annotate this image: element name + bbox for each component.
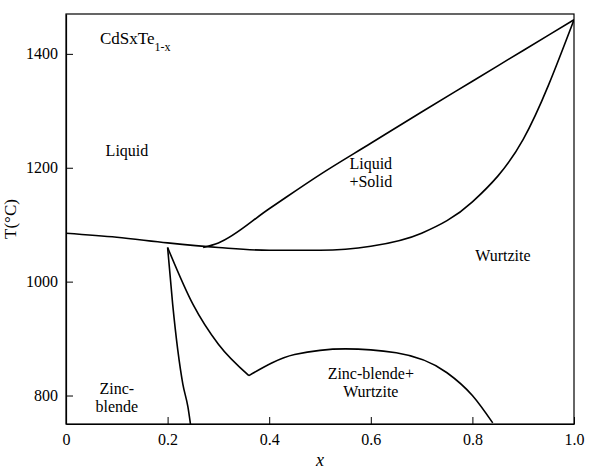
plot-frame xyxy=(66,14,574,424)
curves xyxy=(66,20,574,424)
phase-boundary xyxy=(203,20,574,248)
region-label: Liquid xyxy=(106,142,149,160)
y-tick: 1400 xyxy=(26,45,73,62)
x-tick-mark xyxy=(574,417,575,424)
x-tick-mark xyxy=(371,417,372,424)
x-tick-mark xyxy=(472,417,473,424)
plot: 0 0.2 0.4 0.6 0.8 1.0 800 1000 1200 1400 x CdSxTe1-… xyxy=(26,14,585,470)
x-axis: 0 0.2 0.4 0.6 0.8 1.0 xyxy=(63,417,585,448)
x-tick-label: 0 xyxy=(63,431,71,448)
y-axis: 800 1000 1200 1400 xyxy=(26,15,73,425)
y-tick-label: 1000 xyxy=(26,273,58,290)
x-tick-label: 1.0 xyxy=(565,431,585,448)
x-tick: 0.4 xyxy=(260,417,280,448)
region-label: Liquid+Solid xyxy=(349,155,392,190)
x-tick-mark xyxy=(168,417,169,424)
y-tick-mark xyxy=(66,396,73,397)
y-axis-line xyxy=(66,15,67,425)
y-tick-mark xyxy=(66,282,73,283)
y-tick-label: 1200 xyxy=(26,159,58,176)
y-axis-title: T(°C) xyxy=(1,199,20,239)
region-label: Zinc-blende+Wurtzite xyxy=(328,365,414,400)
x-tick-label: 0.6 xyxy=(361,431,381,448)
y-tick: 1000 xyxy=(26,273,73,290)
y-tick-mark xyxy=(66,54,73,55)
y-tick-label: 800 xyxy=(34,387,58,404)
x-tick: 0.2 xyxy=(158,417,178,448)
chart-title: CdSxTe1-x xyxy=(100,29,171,54)
x-tick-mark xyxy=(269,417,270,424)
x-tick: 0.6 xyxy=(361,417,381,448)
y-tick: 1200 xyxy=(26,159,73,176)
x-tick-label: 0.2 xyxy=(158,431,178,448)
region-label: Zinc-blende xyxy=(95,380,138,415)
x-tick-label: 0.4 xyxy=(260,431,280,448)
x-tick: 1.0 xyxy=(565,417,585,448)
phase-boundary xyxy=(168,247,249,375)
y-tick: 800 xyxy=(34,387,73,404)
phase-boundary xyxy=(249,349,493,423)
x-axis-line xyxy=(67,424,575,425)
x-tick-label: 0.8 xyxy=(463,431,483,448)
region-label: Wurtzite xyxy=(475,247,530,264)
chart: 0 0.2 0.4 0.6 0.8 1.0 800 1000 1200 1400 x CdSxTe1-… xyxy=(0,0,596,470)
y-tick-mark xyxy=(66,168,73,169)
phase-boundary xyxy=(66,20,574,251)
x-axis-title: x xyxy=(315,450,324,470)
x-tick: 0.8 xyxy=(463,417,483,448)
y-tick-label: 1400 xyxy=(26,45,58,62)
